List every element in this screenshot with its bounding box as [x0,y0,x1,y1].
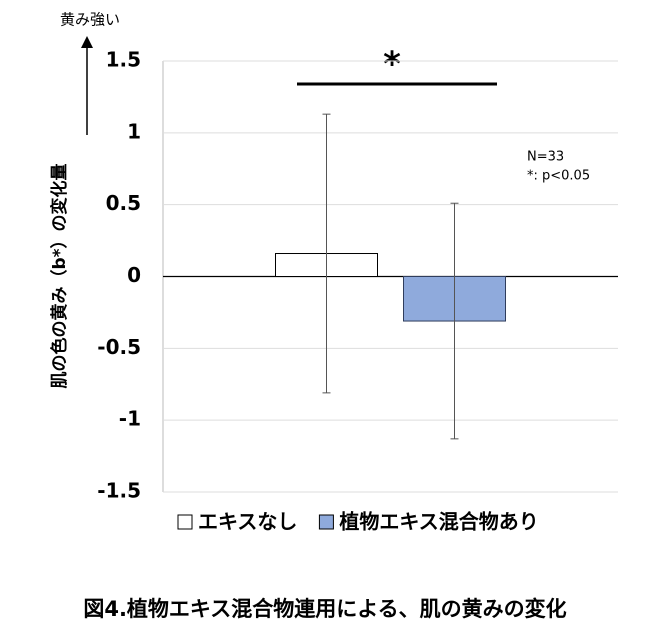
caption: 図4.植物エキス混合物連用による、肌の黄みの変化 [83,597,566,621]
y-tick-label: 0.5 [106,191,141,215]
legend-label: エキスなし [198,510,297,534]
y-axis-label: 肌の色の黄み（b*）の変化量 [49,163,70,388]
y-tick-label: -1.5 [97,479,141,503]
legend-swatch [177,514,193,530]
significance-label: * [383,45,401,85]
y-tick-label: 1 [127,119,141,143]
y-tick-label: -0.5 [97,335,141,359]
annotation: N=33 [527,150,564,165]
y-tick-label: -1 [119,407,141,431]
legend-swatch [318,514,334,530]
direction-label: 黄み強い [60,11,120,29]
annotation: *: p<0.05 [527,169,590,184]
y-tick-label: 0 [127,263,141,287]
legend-label: 植物エキス混合物あり [339,510,538,534]
y-tick-label: 1.5 [106,48,141,72]
